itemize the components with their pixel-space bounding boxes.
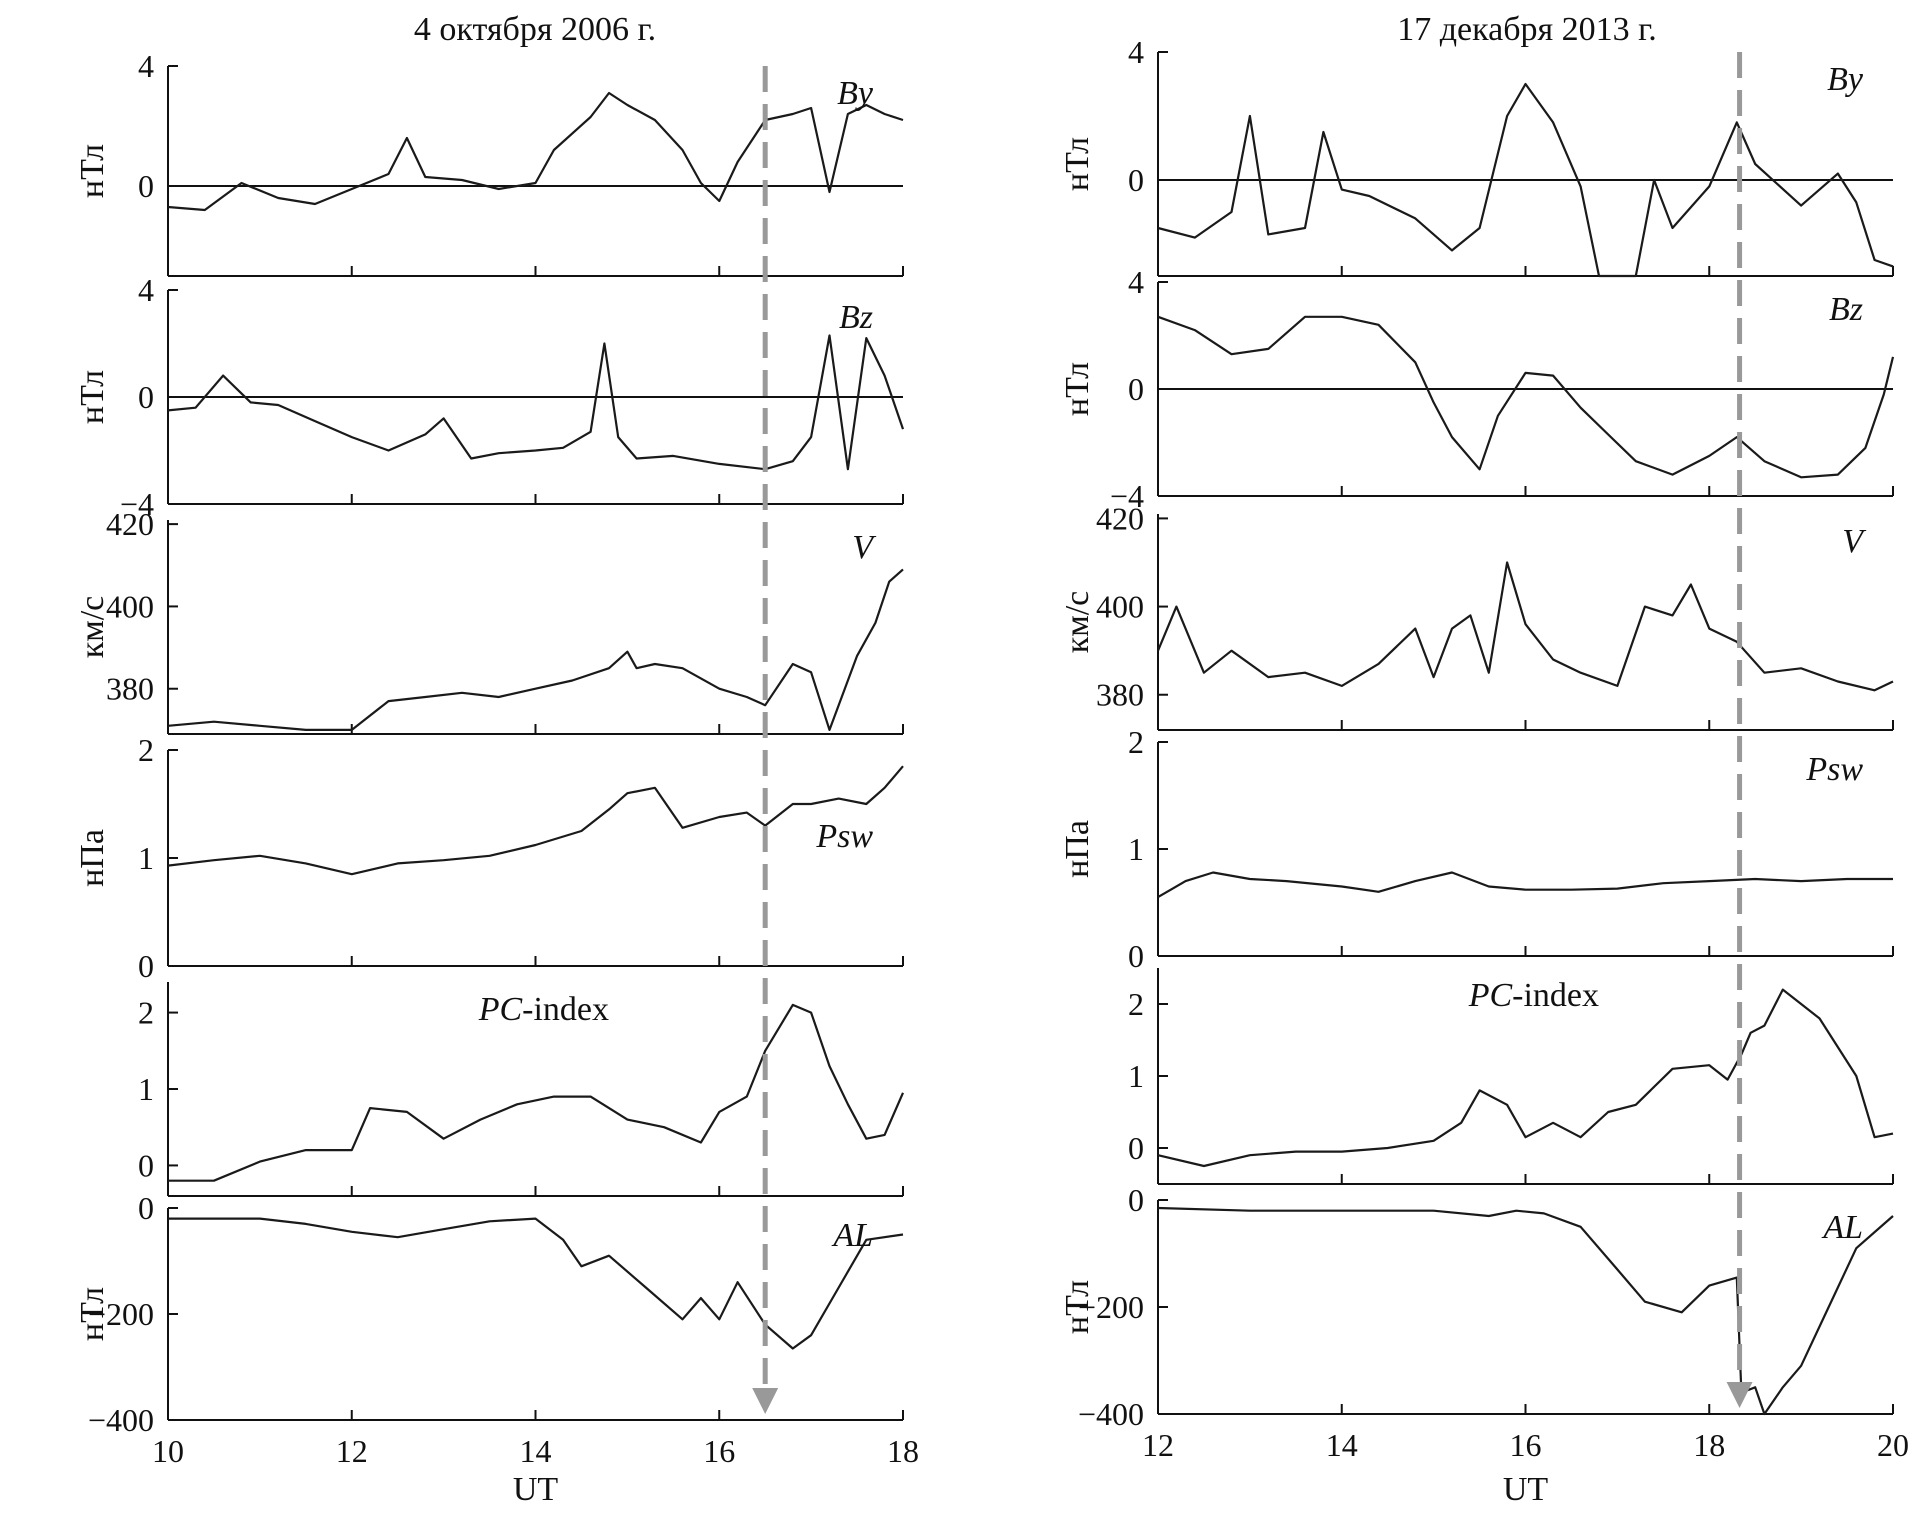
chart1-bz-series-line	[167, 334, 905, 471]
chart2-xtick-label-4: 20	[1877, 1427, 1909, 1463]
chart2-v-var-label: V	[1842, 523, 1867, 560]
chart1-by-ytick-label-1: 4	[138, 48, 154, 84]
chart2-v-ytick-label-0: 380	[1096, 677, 1144, 713]
chart1-v-ylabel: км/с	[74, 596, 111, 659]
chart2-xtick-label-3: 18	[1693, 1427, 1725, 1463]
chart2-psw-var-label: Psw	[1805, 751, 1863, 788]
chart2-al-var-label: AL	[1821, 1209, 1863, 1246]
chart1-by-series-line	[167, 91, 904, 212]
chart2-v-series-line	[1156, 561, 1894, 692]
chart1-xtick-label-2: 14	[520, 1433, 552, 1469]
chart1-pc-index-series-line	[168, 1003, 905, 1182]
chart1-psw-ytick-label-1: 1	[138, 840, 154, 876]
chart1-bz-ylabel: нТл	[74, 370, 111, 424]
chart1-al-ytick-label-2: 0	[138, 1190, 154, 1226]
chart1-xtick-label-1: 12	[336, 1433, 368, 1469]
chart1-al-ytick-label-0: −400	[88, 1402, 154, 1438]
chart1-v-ytick-label-1: 400	[106, 588, 154, 624]
chart2-title: 17 декабря 2013 г.	[1397, 11, 1657, 48]
chart1-psw-series-line	[167, 765, 904, 876]
chart2-by-ylabel: нТл	[1059, 137, 1096, 191]
chart2-bz-var-label: Bz	[1829, 291, 1863, 328]
chart2-bz-series-line	[1157, 315, 1895, 479]
chart1-al-series-line	[168, 1217, 904, 1350]
chart1-xtick-label-0: 10	[152, 1433, 184, 1469]
chart1-pc-index-ytick-label-0: 0	[138, 1147, 154, 1183]
chart2-xlabel: UT	[1503, 1471, 1549, 1508]
chart2-v-ytick-label-2: 420	[1096, 500, 1144, 536]
chart1-bz-var-label: Bz	[839, 299, 873, 336]
chart1-by-ylabel: нТл	[74, 144, 111, 198]
chart2-xtick-label-1: 14	[1326, 1427, 1358, 1463]
chart2-al-series-line	[1157, 1206, 1894, 1416]
chart2-bz-ytick-label-2: 4	[1128, 264, 1144, 300]
chart1-bz-ytick-label-0: −4	[120, 486, 154, 522]
chart1-al-ylabel: нТл	[74, 1287, 111, 1341]
chart1-psw-ytick-label-2: 2	[138, 732, 154, 768]
chart2-bz-ylabel: нТл	[1059, 362, 1096, 416]
chart2-xtick-label-0: 12	[1142, 1427, 1174, 1463]
chart1-al-var-label: AL	[831, 1217, 873, 1254]
chart1-al-ytick-label-1: −200	[88, 1296, 154, 1332]
chart2-pc-index-ytick-label-1: 1	[1128, 1058, 1144, 1094]
chart2-pc-index-ytick-label-2: 2	[1128, 986, 1144, 1022]
chart2-psw-ylabel: нПа	[1059, 820, 1096, 878]
chart1-psw-ylabel: нПа	[74, 829, 111, 887]
chart1-pc-index-ytick-label-2: 2	[138, 995, 154, 1031]
chart2-psw-ytick-label-0: 0	[1128, 938, 1144, 974]
chart2-pc-index-ytick-label-0: 0	[1128, 1130, 1144, 1166]
chart1-xtick-label-4: 18	[887, 1433, 919, 1469]
chart1-v-ytick-label-0: 380	[106, 671, 154, 707]
chart2-al-ytick-label-1: −200	[1078, 1289, 1144, 1325]
chart2-by-series-line	[1157, 82, 1894, 278]
chart2-v-ylabel: км/с	[1059, 591, 1096, 654]
chart1-pc-index-var-label: PC-index	[478, 991, 609, 1028]
chart2-bz-ytick-label-0: −4	[1110, 478, 1144, 514]
chart1-psw-var-label: Psw	[815, 818, 873, 855]
chart1-pc-index-ytick-label-1: 1	[138, 1071, 154, 1107]
chart2-al-ytick-label-0: −400	[1078, 1396, 1144, 1432]
chart1-by-ytick-label-0: 0	[138, 168, 154, 204]
chart2-al-ylabel: нТл	[1059, 1280, 1096, 1334]
chart2-bz-ytick-label-1: 0	[1128, 371, 1144, 407]
chart1-xlabel: UT	[513, 1471, 559, 1508]
chart1-v-series-line	[167, 568, 904, 732]
chart1-psw-ytick-label-0: 0	[138, 948, 154, 984]
chart1-title: 4 октября 2006 г.	[414, 11, 656, 48]
chart1-bz-ytick-label-2: 4	[138, 272, 154, 308]
chart1-xtick-label-3: 16	[703, 1433, 735, 1469]
chart2-xtick-label-2: 16	[1510, 1427, 1542, 1463]
chart1-v-var-label: V	[852, 529, 877, 566]
chart1-by-var-label: By	[837, 75, 874, 112]
chart1-event-arrow	[752, 1388, 779, 1414]
chart1-bz-ytick-label-1: 0	[138, 379, 154, 415]
chart2-psw-ytick-label-2: 2	[1128, 724, 1144, 760]
chart1-v-ytick-label-2: 420	[106, 506, 154, 542]
chart2-pc-index-var-label: PC-index	[1468, 977, 1599, 1014]
chart2-al-ytick-label-2: 0	[1128, 1182, 1144, 1218]
chart2-by-var-label: By	[1827, 61, 1864, 98]
chart2-psw-ytick-label-1: 1	[1128, 831, 1144, 867]
chart2-event-arrow	[1726, 1382, 1753, 1408]
chart2-v-ytick-label-1: 400	[1096, 589, 1144, 625]
chart2-pc-index-series-line	[1157, 988, 1894, 1168]
chart2-by-ytick-label-1: 4	[1128, 34, 1144, 70]
chart2-psw-series-line	[1157, 871, 1893, 899]
chart2-by-ytick-label-0: 0	[1128, 162, 1144, 198]
